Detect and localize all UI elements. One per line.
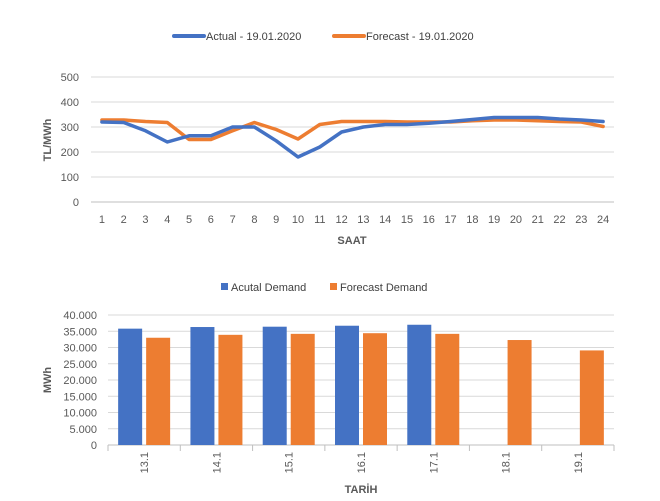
y-tick-label: 100 <box>61 172 79 184</box>
legend-label-2: Forecast Demand <box>340 282 427 294</box>
y-tick-label: 35.000 <box>63 326 97 338</box>
x-tick-label: 3 <box>142 214 148 226</box>
legend-label-1: Actual - 19.01.2020 <box>206 31 301 43</box>
y-tick-label: 0 <box>73 197 79 209</box>
x-tick-label: 19.1 <box>573 452 585 473</box>
y-tick-label: 400 <box>61 97 79 109</box>
x-tick-label: 21 <box>532 214 544 226</box>
y-tick-label: 25.000 <box>63 359 97 371</box>
y-tick-label: 500 <box>61 72 79 84</box>
x-tick-label: 14.1 <box>211 452 223 473</box>
x-axis-title: SAAT <box>337 235 366 247</box>
price-line-chart: Actual - 19.01.2020 Forecast - 19.01.2020… <box>42 31 614 247</box>
x-tick-label: 15.1 <box>284 452 296 473</box>
demand-bar-chart: Acutal Demand Forecast Demand 0 5.000 10.000… <box>42 282 615 496</box>
x-tick-label: 16 <box>423 214 435 226</box>
y-tick-label: 40.000 <box>63 310 97 322</box>
x-tick-label: 20 <box>510 214 522 226</box>
x-tick-label: 23 <box>575 214 587 226</box>
x-tick-label: 10 <box>292 214 304 226</box>
bar-forecast <box>218 334 243 445</box>
y-tick-label: 300 <box>61 122 79 134</box>
x-tick-label: 14 <box>379 214 391 226</box>
x-tick-label: 19 <box>488 214 500 226</box>
y-tick-label: 15.000 <box>63 391 97 403</box>
x-tick-label: 22 <box>553 214 565 226</box>
x-tick-label: 11 <box>314 214 325 226</box>
x-tick-label: 13.1 <box>139 452 151 473</box>
y-tick-label: 0 <box>91 440 97 452</box>
bar-actual <box>262 326 287 445</box>
legend-swatch-1 <box>221 283 228 290</box>
y-axis-title: MWh <box>42 367 54 394</box>
bar-forecast <box>290 333 315 445</box>
x-tick-label: 1 <box>99 214 105 226</box>
line-legend: Actual - 19.01.2020 Forecast - 19.01.2020 <box>172 31 474 43</box>
x-tick-label: 15 <box>401 214 413 226</box>
bar-actual <box>118 328 143 445</box>
y-axis-title: TL/MWh <box>42 118 54 161</box>
x-tick-label: 16.1 <box>356 452 368 473</box>
bar-actual <box>190 327 215 445</box>
bar-legend: Acutal Demand Forecast Demand <box>221 282 427 294</box>
legend-label-1: Acutal Demand <box>231 282 306 294</box>
x-tick-label: 5 <box>186 214 192 226</box>
x-tick-label: 13 <box>357 214 369 226</box>
bar-forecast <box>579 350 604 445</box>
series-line-actual <box>100 115 605 159</box>
x-tick-label: 17.1 <box>428 452 440 473</box>
y-tick-label: 5.000 <box>69 424 97 436</box>
x-tick-label: 6 <box>208 214 214 226</box>
bar-actual <box>335 325 359 445</box>
bar-forecast <box>507 340 532 445</box>
x-tick-label: 8 <box>251 214 257 226</box>
x-axis-title: TARİH <box>345 483 378 496</box>
x-tick-label: 24 <box>597 214 609 226</box>
bar-forecast <box>363 333 387 445</box>
legend-swatch-2 <box>330 283 337 290</box>
x-tick-label: 2 <box>121 214 127 226</box>
y-tick-label: 200 <box>61 147 79 159</box>
y-tick-label: 30.000 <box>63 343 97 355</box>
bar-forecast <box>146 337 171 445</box>
x-tick-label: 18.1 <box>501 452 513 473</box>
x-tick-label: 7 <box>230 214 236 226</box>
x-tick-label: 9 <box>273 214 279 226</box>
legend-label-2: Forecast - 19.01.2020 <box>366 31 474 43</box>
x-tick-label: 18 <box>466 214 478 226</box>
bar-actual <box>407 324 432 445</box>
x-tick-label: 17 <box>444 214 456 226</box>
y-tick-label: 10.000 <box>63 408 97 420</box>
y-tick-label: 20.000 <box>63 375 97 387</box>
bar-forecast <box>435 333 460 445</box>
x-tick-label: 4 <box>164 214 170 226</box>
x-tick-label: 12 <box>335 214 347 226</box>
